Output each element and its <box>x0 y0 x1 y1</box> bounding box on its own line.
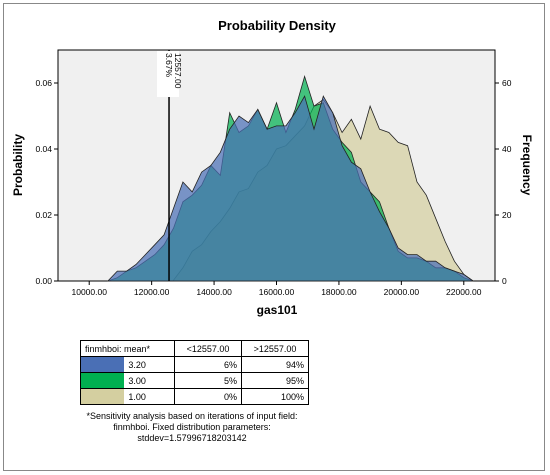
cutoff-pct-label: 3.67% <box>164 53 174 78</box>
y-axis-title: Probability <box>11 134 25 196</box>
y-tick-label: 0.02 <box>35 210 52 220</box>
legend-row: 3.00 5% 95% <box>80 372 309 389</box>
legend-header-below: <12557.00 <box>174 340 242 357</box>
x-tick-label: 20000.00 <box>384 287 420 297</box>
x-tick-label: 16000.00 <box>259 287 295 297</box>
y2-tick-label: 60 <box>502 78 512 88</box>
legend-above-value: 100% <box>241 388 309 405</box>
x-tick-label: 12000.00 <box>134 287 170 297</box>
legend-row: 3.20 6% 94% <box>80 356 309 373</box>
x-tick-label: 22000.00 <box>446 287 482 297</box>
legend-swatch <box>80 388 125 405</box>
y2-axis-title: Frequency <box>520 135 534 196</box>
cutoff-marker: 3.67% 12557.00 <box>157 50 183 281</box>
legend-swatch <box>80 356 125 373</box>
legend-below-value: 0% <box>174 388 242 405</box>
y-tick-label: 0.04 <box>35 144 52 154</box>
legend-header-row: finmhboi: mean* <12557.00 >12557.00 <box>80 340 309 357</box>
legend-header-above: >12557.00 <box>241 340 309 357</box>
legend-label: 3.20 <box>124 356 176 373</box>
legend-below-value: 6% <box>174 356 242 373</box>
series-areas <box>106 75 474 282</box>
legend-swatch <box>80 372 125 389</box>
legend-label: 3.00 <box>124 372 176 389</box>
series-area-3-20 <box>106 95 474 282</box>
legend-table: finmhboi: mean* <12557.00 >12557.00 3.20… <box>80 340 309 405</box>
x-tick-label: 10000.00 <box>71 287 107 297</box>
legend-row: 1.00 0% 100% <box>80 388 309 405</box>
y2-tick-label: 0 <box>502 276 507 286</box>
cutoff-label-bg <box>157 51 180 97</box>
legend-above-value: 95% <box>241 372 309 389</box>
legend-above-value: 94% <box>241 356 309 373</box>
x-axis-title: gas101 <box>257 303 298 317</box>
x-tick-label: 14000.00 <box>196 287 232 297</box>
y2-tick-label: 40 <box>502 144 512 154</box>
axes: 10000.00 12000.00 14000.00 16000.00 18000.00… <box>35 78 511 297</box>
y2-tick-label: 20 <box>502 210 512 220</box>
chart-title: Probability Density <box>218 18 337 33</box>
legend-below-value: 5% <box>174 372 242 389</box>
sensitivity-note: *Sensitivity analysis based on iteration… <box>86 411 298 443</box>
x-tick-label: 18000.00 <box>321 287 357 297</box>
y-tick-label: 0.06 <box>35 78 52 88</box>
cutoff-value-label: 12557.00 <box>173 53 183 89</box>
legend-header-group: finmhboi: mean* <box>80 340 175 357</box>
y-tick-label: 0.00 <box>35 276 52 286</box>
legend-label: 1.00 <box>124 388 176 405</box>
